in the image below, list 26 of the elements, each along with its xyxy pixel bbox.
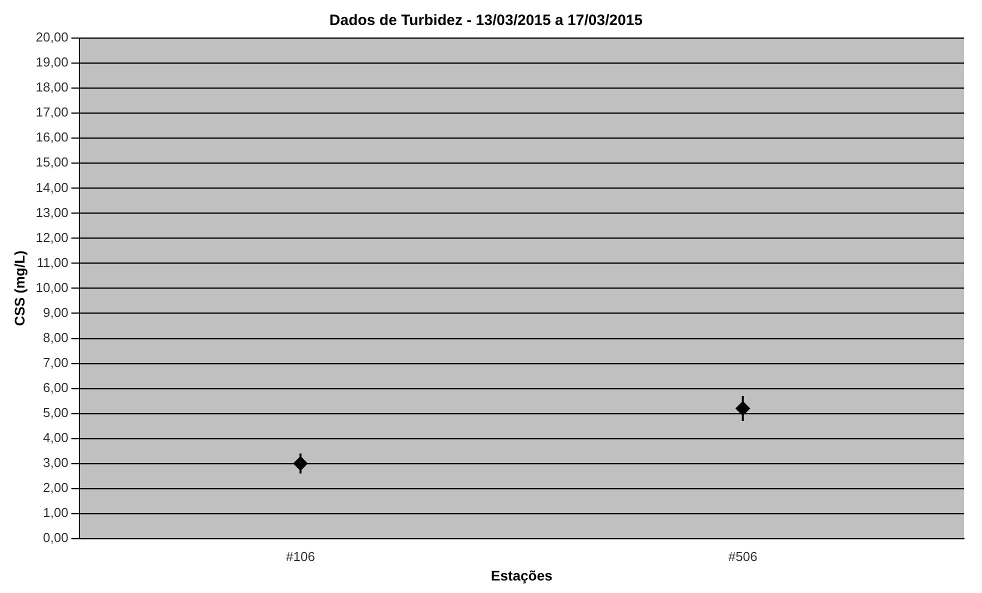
x-tick-label: #506 (728, 548, 758, 564)
y-tick-label: 12,00 (36, 230, 68, 245)
y-tick-label: 19,00 (36, 54, 68, 70)
y-tick-label: 11,00 (36, 254, 68, 270)
x-axis-title: Estações (490, 567, 553, 584)
y-tick-label: 20,00 (36, 30, 68, 45)
y-tick-label: 17,00 (36, 104, 68, 120)
x-tick-label: #106 (286, 548, 315, 564)
y-tick-label: 15,00 (36, 154, 68, 170)
y-tick-label: 18,00 (36, 80, 68, 95)
chart-title: Dados de Turbidez - 13/03/2015 a 17/03/2015 (329, 12, 643, 30)
y-tick-label: 2,00 (43, 480, 68, 496)
y-tick-label: 4,00 (43, 430, 68, 446)
y-axis-title: CSS (mg/L) (11, 250, 28, 326)
y-tick-label: 13,00 (36, 204, 68, 220)
y-tick-label: 0,00 (43, 530, 68, 546)
y-tick-label: 8,00 (43, 330, 68, 345)
y-tick-label: 7,00 (43, 354, 68, 370)
y-tick-label: 16,00 (36, 130, 68, 145)
y-tick-label: 6,00 (43, 380, 68, 395)
y-tick-label: 10,00 (36, 280, 68, 295)
y-tick-label: 3,00 (43, 455, 68, 470)
y-tick-label: 5,00 (43, 405, 68, 420)
y-tick-label: 1,00 (43, 505, 68, 520)
y-tick-label: 9,00 (43, 304, 68, 320)
y-tick-label: 14,00 (36, 180, 68, 195)
